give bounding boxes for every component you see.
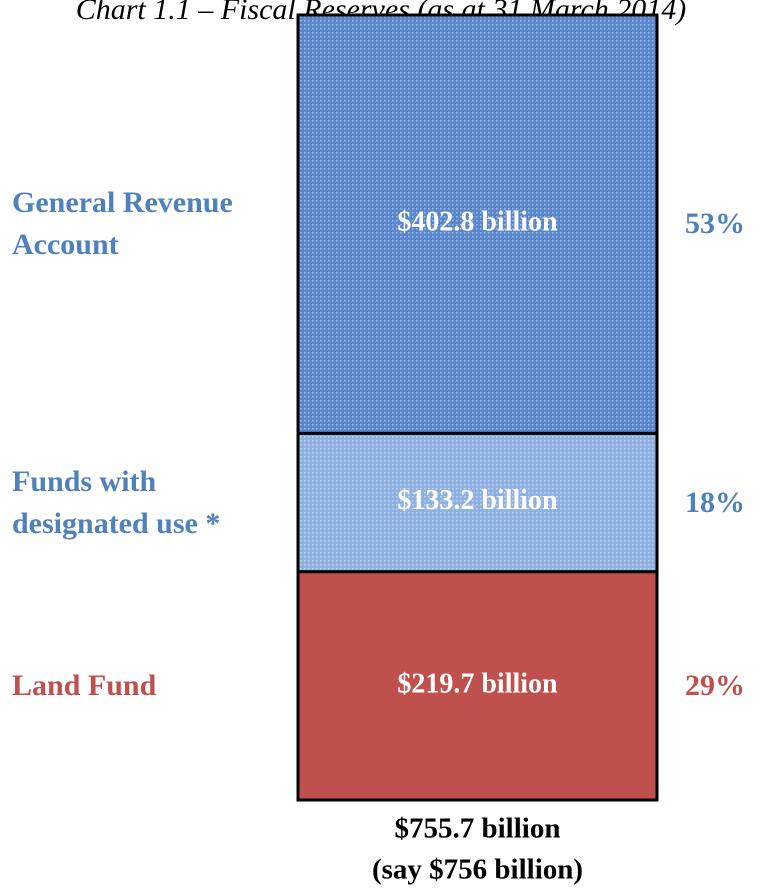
share-label: 29% [685,668,745,702]
share-label: 18% [685,485,745,519]
bar-segment [296,431,659,574]
share-label: 53% [685,207,745,241]
bar-segment [296,570,659,802]
total-note: (say $756 billion) [372,854,583,886]
bar-segment [296,13,659,435]
total-label: $755.7 billion [395,813,561,845]
segment-label: $133.2 billion [397,485,558,516]
segment-label: $402.8 billion [397,207,558,238]
series-label: Land Fund [12,668,157,702]
series-label: Funds with designated use * [12,464,221,540]
series-label: General Revenue Account [12,186,233,262]
bar-outline [296,13,659,802]
segment-label: $219.7 billion [397,668,558,699]
